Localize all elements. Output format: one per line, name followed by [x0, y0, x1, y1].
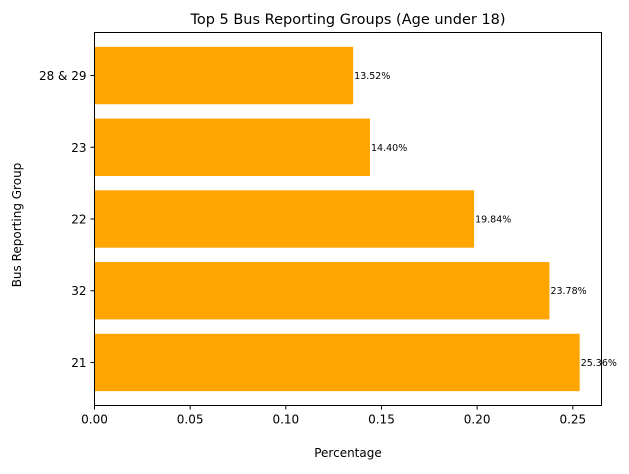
bar-4 [94, 46, 354, 105]
x-tick-label-5: 0.25 [559, 413, 586, 427]
y-tick-label-1: 32 [71, 284, 86, 298]
data-label-1: 23.78% [550, 286, 586, 297]
x-tick-label-3: 0.15 [368, 413, 395, 427]
y-tick-label-4: 28 & 29 [39, 69, 87, 83]
x-tick-label-2: 0.10 [272, 413, 299, 427]
data-label-0: 25.36% [581, 358, 617, 369]
x-tick-label-0: 0.00 [81, 413, 108, 427]
chart-title: Top 5 Bus Reporting Groups (Age under 18… [189, 12, 505, 28]
y-axis-ticks: 21 32 22 23 28 & 29 [39, 69, 95, 370]
y-tick-label-0: 21 [71, 356, 86, 370]
y-tick-label-2: 22 [71, 213, 86, 227]
data-label-2: 19.84% [475, 215, 511, 226]
y-axis-label: Bus Reporting Group [10, 163, 24, 288]
x-axis-ticks: 0.00 0.05 0.10 0.15 0.20 0.25 [81, 405, 586, 427]
data-label-3: 14.40% [371, 143, 407, 154]
data-label-4: 13.52% [354, 71, 390, 82]
bar-3 [94, 118, 371, 176]
bars-group [94, 46, 580, 392]
bar-2 [94, 190, 475, 248]
bar-0 [94, 333, 580, 392]
x-axis-label: Percentage [314, 446, 382, 460]
plot-area-frame [94, 32, 602, 406]
x-tick-label-1: 0.05 [177, 413, 204, 427]
x-tick-label-4: 0.20 [464, 413, 491, 427]
bar-1 [94, 262, 550, 320]
data-labels-group: 25.36% 23.78% 19.84% 14.40% 13.52% [354, 71, 617, 369]
y-tick-label-3: 23 [71, 141, 86, 155]
